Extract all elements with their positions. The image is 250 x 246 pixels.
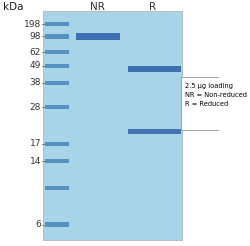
Text: 28: 28 <box>30 103 41 112</box>
FancyBboxPatch shape <box>45 63 69 68</box>
FancyBboxPatch shape <box>45 159 69 163</box>
FancyBboxPatch shape <box>45 34 69 39</box>
FancyBboxPatch shape <box>45 186 69 190</box>
FancyBboxPatch shape <box>45 22 69 26</box>
Text: 49: 49 <box>30 61 41 70</box>
FancyBboxPatch shape <box>45 81 69 85</box>
FancyBboxPatch shape <box>76 33 119 40</box>
FancyBboxPatch shape <box>45 142 69 146</box>
FancyBboxPatch shape <box>45 105 69 109</box>
Text: R: R <box>148 2 155 12</box>
Text: 6: 6 <box>35 220 41 229</box>
Text: 198: 198 <box>24 20 41 29</box>
Text: kDa: kDa <box>3 2 23 12</box>
Text: 14: 14 <box>30 156 41 166</box>
FancyBboxPatch shape <box>128 66 180 72</box>
Text: 2.5 μg loading
NR = Non-reduced
R = Reduced: 2.5 μg loading NR = Non-reduced R = Redu… <box>184 83 246 107</box>
Text: 98: 98 <box>30 32 41 41</box>
FancyBboxPatch shape <box>45 222 69 227</box>
FancyBboxPatch shape <box>45 50 69 54</box>
FancyBboxPatch shape <box>180 77 218 130</box>
Text: 17: 17 <box>30 139 41 148</box>
Text: 62: 62 <box>30 48 41 57</box>
Text: 38: 38 <box>30 78 41 87</box>
FancyBboxPatch shape <box>43 11 181 240</box>
Text: NR: NR <box>90 2 105 12</box>
FancyBboxPatch shape <box>128 129 180 134</box>
